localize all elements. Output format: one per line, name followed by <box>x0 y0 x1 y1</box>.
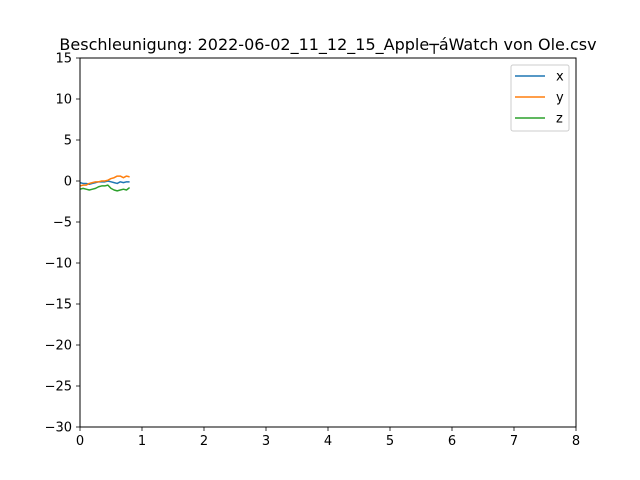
x-tick-label: 2 <box>200 434 208 449</box>
y-axis: −30 −25 −20 −15 −10 −5 0 5 10 15 <box>45 52 80 436</box>
chart-title: Beschleunigung: 2022-06-02_11_12_15_Appl… <box>59 35 596 55</box>
y-tick-label: −20 <box>45 339 72 354</box>
y-tick-label: −5 <box>53 216 72 231</box>
x-tick-label: 6 <box>448 434 456 449</box>
x-tick-label: 4 <box>324 434 332 449</box>
x-tick-label: 8 <box>572 434 580 449</box>
x-tick-label: 7 <box>510 434 518 449</box>
y-tick-label: −30 <box>45 421 72 436</box>
y-tick-label: 5 <box>64 134 72 149</box>
legend: xyz <box>510 64 570 132</box>
series-line-y <box>79 175 130 187</box>
legend-label-z: z <box>556 112 563 127</box>
x-tick-label: 3 <box>262 434 270 449</box>
series-line-z <box>79 184 131 192</box>
legend-box <box>510 64 570 132</box>
x-axis: 0 1 2 3 4 5 6 7 8 <box>76 427 580 449</box>
legend-label-y: y <box>556 91 564 106</box>
y-tick-label: −25 <box>45 380 72 395</box>
y-tick-label: −15 <box>45 298 72 313</box>
x-tick-label: 5 <box>386 434 394 449</box>
x-tick-label: 1 <box>138 434 146 449</box>
y-tick-label: 0 <box>64 175 72 190</box>
y-tick-label: 15 <box>55 52 72 67</box>
x-tick-label: 0 <box>76 434 84 449</box>
y-tick-label: 10 <box>55 93 72 108</box>
legend-label-x: x <box>556 70 564 85</box>
y-tick-label: −10 <box>45 257 72 272</box>
